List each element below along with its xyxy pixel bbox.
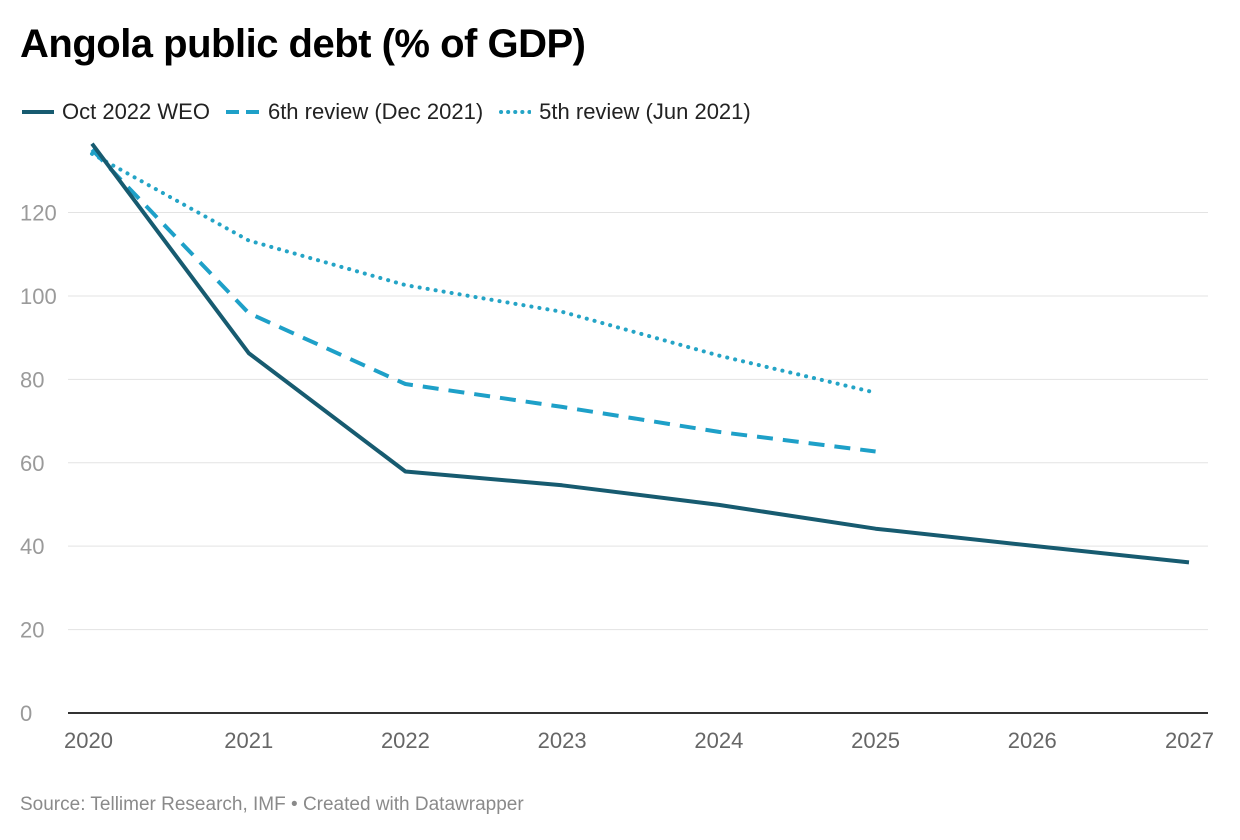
y-tick-label: 0 [20,701,32,726]
y-tick-label: 40 [20,534,44,559]
x-tick-label: 2027 [1165,728,1214,753]
line-chart: 0 20 40 60 80 100 120 2020 2021 2022 2023 2024 2025 2… [20,142,1214,753]
legend-item-6th-review: 6th review (Dec 2021) [225,99,484,125]
legend-swatch-dotted [499,110,532,114]
x-tick-label: 2026 [1008,728,1057,753]
legend-label: 6th review (Dec 2021) [267,99,484,124]
legend-item-5th-review: 5th review (Jun 2021) [499,99,751,125]
x-tick-label: 2021 [224,728,273,753]
y-tick-label: 120 [20,201,57,226]
y-tick-label: 60 [20,451,44,476]
x-tick-label: 2024 [694,728,743,753]
series-line-solid [90,142,1190,565]
legend-swatch-dashed [225,110,260,114]
legend-label: Oct 2022 WEO [62,99,210,124]
x-tick-label: 2022 [381,728,430,753]
y-tick-label: 20 [20,618,44,643]
series-line-dotted [90,151,878,395]
series-line-dashed [90,148,876,454]
legend-swatch-solid [22,110,54,114]
legend-label: 5th review (Jun 2021) [539,99,751,124]
chart-title: Angola public debt (% of GDP) [20,22,586,66]
legend-item-oct-2022-weo: Oct 2022 WEO [22,99,210,125]
y-tick-label: 80 [20,367,44,392]
x-tick-label: 2020 [64,728,113,753]
source-footer: Source: Tellimer Research, IMF • Created… [20,794,524,815]
x-tick-label: 2023 [538,728,587,753]
x-tick-label: 2025 [851,728,900,753]
legend: Oct 2022 WEO 6th review (Dec 2021) 5th r… [22,97,767,127]
y-tick-label: 100 [20,284,57,309]
